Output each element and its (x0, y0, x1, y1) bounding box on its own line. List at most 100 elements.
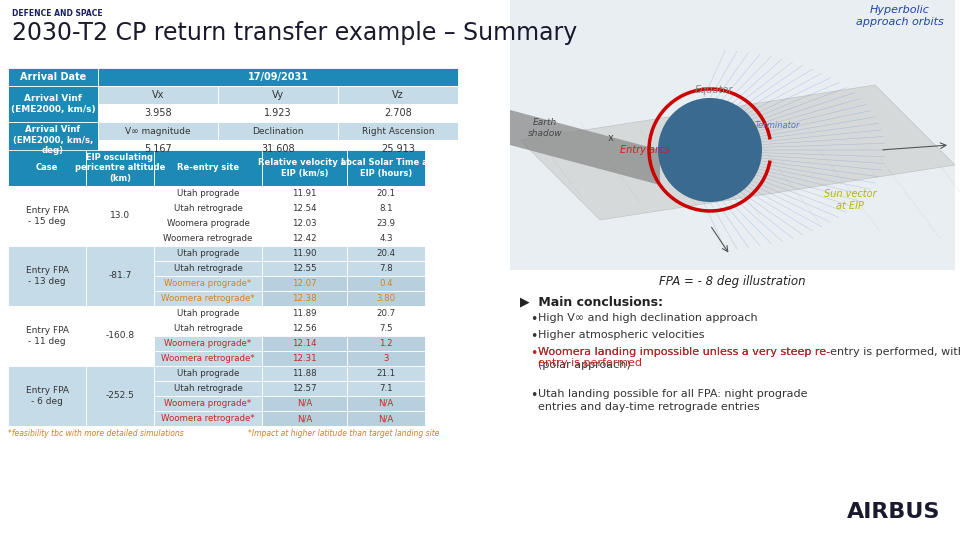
Bar (262, 381, 347, 396)
Text: Arrival Date: Arrival Date (20, 72, 86, 82)
Bar (338, 122, 458, 140)
Text: 1.2: 1.2 (379, 339, 393, 348)
Text: Utah retrograde: Utah retrograde (174, 324, 243, 333)
Bar (262, 396, 347, 411)
Bar (8, 186, 86, 246)
Text: Arrival Vinf
(EME2000, km/s): Arrival Vinf (EME2000, km/s) (11, 94, 95, 114)
Bar (262, 276, 347, 291)
Bar (86, 246, 154, 306)
Text: Entry FPA
- 11 deg: Entry FPA - 11 deg (26, 326, 68, 346)
Text: N/A: N/A (378, 399, 394, 408)
Text: Utah prograde: Utah prograde (177, 189, 239, 198)
Bar (8, 122, 98, 158)
Bar (154, 411, 262, 426)
Bar (262, 261, 347, 276)
Bar (86, 366, 154, 426)
Bar (218, 140, 338, 158)
Text: Entry arcs: Entry arcs (620, 145, 669, 155)
Bar (510, 0, 955, 270)
Text: Re-entry site: Re-entry site (177, 164, 239, 172)
Text: *Impact at higher latitude than target landing site: *Impact at higher latitude than target l… (248, 429, 440, 438)
Text: *feasibility tbc with more detailed simulations: *feasibility tbc with more detailed simu… (8, 429, 183, 438)
Bar (347, 411, 425, 426)
Text: Utah prograde: Utah prograde (177, 369, 239, 378)
Text: High V∞ and high declination approach: High V∞ and high declination approach (538, 313, 757, 323)
Text: Arrival Vinf
(EME2000, km/s,
deg): Arrival Vinf (EME2000, km/s, deg) (12, 125, 93, 156)
Bar (262, 291, 347, 306)
Text: 7.8: 7.8 (379, 264, 393, 273)
Text: 21.1: 21.1 (376, 369, 396, 378)
Bar (262, 201, 347, 216)
Text: Utah landing possible for all FPA: night prograde
entries and day-time retrograd: Utah landing possible for all FPA: night… (538, 389, 807, 412)
Polygon shape (510, 110, 660, 185)
Bar (347, 291, 425, 306)
Text: 20.4: 20.4 (376, 249, 396, 258)
Bar (154, 321, 262, 336)
Text: -252.5: -252.5 (106, 392, 134, 401)
Text: 1.923: 1.923 (264, 108, 292, 118)
Text: Vz: Vz (393, 90, 404, 100)
Bar (262, 366, 347, 381)
Bar (8, 86, 98, 122)
Text: entry is performed: entry is performed (538, 359, 642, 368)
Bar (154, 396, 262, 411)
Circle shape (658, 98, 762, 202)
Bar (262, 186, 347, 201)
Text: Vy: Vy (272, 90, 284, 100)
Text: Declination: Declination (252, 126, 303, 136)
Bar (154, 150, 262, 186)
Text: 17/09/2031: 17/09/2031 (248, 72, 308, 82)
Bar (347, 246, 425, 261)
Bar (262, 321, 347, 336)
Text: ▶  Main conclusions:: ▶ Main conclusions: (520, 295, 663, 308)
Text: 23.9: 23.9 (376, 219, 396, 228)
Bar (154, 306, 262, 321)
Text: Hyperbolic
approach orbits: Hyperbolic approach orbits (856, 5, 944, 26)
Bar (154, 351, 262, 366)
Text: Utah prograde: Utah prograde (177, 249, 239, 258)
Text: Local Solar Time at
EIP (hours): Local Solar Time at EIP (hours) (341, 158, 431, 178)
Text: Entry FPA
- 15 deg: Entry FPA - 15 deg (26, 206, 68, 226)
Text: 2.708: 2.708 (384, 108, 412, 118)
Text: Woomera retrograde*: Woomera retrograde* (161, 294, 254, 303)
Bar (262, 306, 347, 321)
Bar (262, 351, 347, 366)
Text: Woomera retrograde*: Woomera retrograde* (161, 354, 254, 363)
Bar (262, 411, 347, 426)
Text: Utah prograde: Utah prograde (177, 309, 239, 318)
Text: 4.3: 4.3 (379, 234, 393, 243)
Bar (347, 231, 425, 246)
Bar (154, 336, 262, 351)
Text: Woomera landing impossible unless a very steep re-entry is performed, with a nea: Woomera landing impossible unless a very… (538, 347, 960, 370)
Text: Entry FPA
- 13 deg: Entry FPA - 13 deg (26, 266, 68, 286)
Text: N/A: N/A (297, 399, 312, 408)
Text: 11.88: 11.88 (292, 369, 317, 378)
Text: •: • (530, 330, 538, 343)
Bar (154, 366, 262, 381)
Text: 8.1: 8.1 (379, 204, 393, 213)
Bar (8, 246, 86, 306)
Text: N/A: N/A (378, 414, 394, 423)
Text: 31.608: 31.608 (261, 144, 295, 154)
Text: Woomera prograde: Woomera prograde (167, 219, 250, 228)
Text: Sun vector
at EIP: Sun vector at EIP (824, 189, 876, 211)
Text: 7.1: 7.1 (379, 384, 393, 393)
Bar (98, 68, 458, 86)
Text: Earth
shadow: Earth shadow (528, 118, 563, 138)
Text: V∞ magnitude: V∞ magnitude (125, 126, 191, 136)
Bar (347, 186, 425, 201)
Bar (347, 201, 425, 216)
Text: Utah retrograde: Utah retrograde (174, 384, 243, 393)
Text: 3: 3 (383, 354, 389, 363)
Text: Terminator: Terminator (755, 120, 801, 130)
Text: 3.80: 3.80 (376, 294, 396, 303)
Bar (262, 336, 347, 351)
Text: 20.1: 20.1 (376, 189, 396, 198)
Bar (218, 86, 338, 104)
Text: 12.38: 12.38 (292, 294, 317, 303)
Text: DEFENCE AND SPACE: DEFENCE AND SPACE (12, 9, 103, 18)
Bar (262, 216, 347, 231)
Bar (347, 150, 425, 186)
Text: N/A: N/A (297, 414, 312, 423)
Bar (98, 122, 218, 140)
